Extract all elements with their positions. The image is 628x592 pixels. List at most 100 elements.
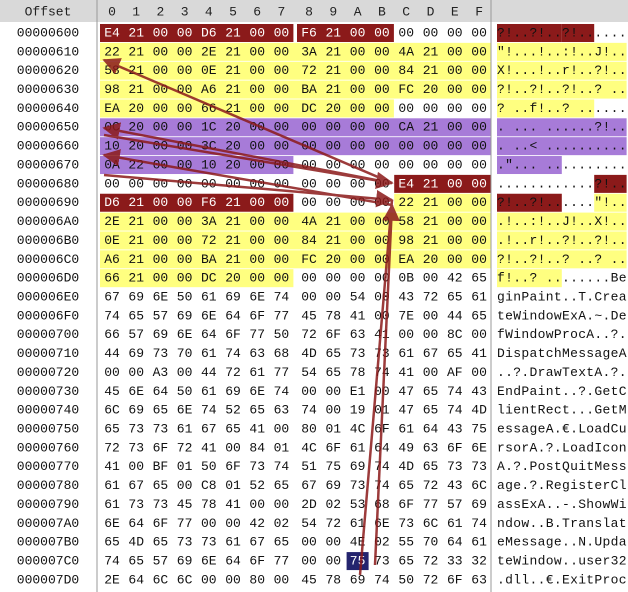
byte: 00 xyxy=(177,271,193,286)
byte: 67 xyxy=(201,421,217,436)
byte: 00 xyxy=(177,214,193,229)
byte: 65 xyxy=(398,554,414,569)
byte: 74 xyxy=(447,384,463,399)
byte: 21 xyxy=(128,25,144,40)
byte: 6E xyxy=(249,289,265,304)
byte: 69 xyxy=(128,346,144,361)
byte: 50 xyxy=(274,327,290,342)
byte: 00 xyxy=(128,176,144,191)
offset: 00000620 xyxy=(17,63,79,78)
byte: 69 xyxy=(350,572,366,587)
byte: A6 xyxy=(104,252,120,267)
ascii: .!..r!..?!..?!.. xyxy=(497,233,627,248)
byte: 20 xyxy=(325,101,341,116)
byte: 45 xyxy=(301,572,317,587)
byte: 00 xyxy=(274,572,290,587)
byte: 00 xyxy=(398,139,414,154)
byte: 61 xyxy=(177,421,193,436)
byte: 20 xyxy=(225,139,241,154)
byte: 63 xyxy=(274,403,290,418)
byte: 73 xyxy=(249,459,265,474)
byte: 21 xyxy=(325,25,341,40)
byte: 00 xyxy=(471,82,487,97)
offset: 00000600 xyxy=(17,25,79,40)
byte: 00 xyxy=(374,120,390,135)
byte: 00 xyxy=(471,233,487,248)
byte: 00 xyxy=(447,25,463,40)
byte: 65 xyxy=(325,346,341,361)
byte: 00 xyxy=(398,157,414,172)
byte: 72 xyxy=(325,516,341,531)
offset: 000006A0 xyxy=(17,214,79,229)
ascii-highlight xyxy=(497,118,627,137)
byte: 73 xyxy=(350,346,366,361)
byte: 73 xyxy=(128,421,144,436)
column-header: 3 xyxy=(181,4,189,19)
byte: 01 xyxy=(274,440,290,455)
byte: 66 xyxy=(104,271,120,286)
byte: 8C xyxy=(447,327,463,342)
byte: 52 xyxy=(249,478,265,493)
byte: 64 xyxy=(153,384,169,399)
byte: DC xyxy=(301,101,317,116)
byte: 65 xyxy=(447,346,463,361)
byte: 00 xyxy=(225,440,241,455)
byte: 00 xyxy=(423,308,439,323)
byte: 4A xyxy=(301,214,317,229)
ascii-highlight xyxy=(497,24,562,42)
byte: 00 xyxy=(471,44,487,59)
byte: 77 xyxy=(249,327,265,342)
byte: 33 xyxy=(447,554,463,569)
byte: 74 xyxy=(301,403,317,418)
byte: 00 xyxy=(374,63,390,78)
byte: 73 xyxy=(471,459,487,474)
byte: 61 xyxy=(398,421,414,436)
byte: 00 xyxy=(177,233,193,248)
byte: 00 xyxy=(423,327,439,342)
byte: 78 xyxy=(350,365,366,380)
byte: 6E xyxy=(201,308,217,323)
byte: 21 xyxy=(423,214,439,229)
ascii-highlight xyxy=(497,99,595,118)
arrow xyxy=(102,149,393,207)
byte: 00 xyxy=(153,101,169,116)
byte: 00 xyxy=(350,271,366,286)
byte: 73 xyxy=(153,346,169,361)
byte: 21 xyxy=(225,195,241,210)
offset: 00000730 xyxy=(17,384,79,399)
byte: 00 xyxy=(249,25,265,40)
byte: 4D xyxy=(301,346,317,361)
ascii: ?!..?!..?!..? .. xyxy=(497,82,627,97)
byte: 65 xyxy=(471,308,487,323)
byte: 00 xyxy=(325,139,341,154)
byte: 00 xyxy=(471,63,487,78)
byte: 00 xyxy=(104,176,120,191)
ascii-highlight xyxy=(594,174,627,193)
byte: 00 xyxy=(177,365,193,380)
byte: 6E xyxy=(104,516,120,531)
byte: 2D xyxy=(301,497,317,512)
byte: 6E xyxy=(249,384,265,399)
byte: 69 xyxy=(325,478,341,493)
byte: 69 xyxy=(177,554,193,569)
byte: 00 xyxy=(301,120,317,135)
offset: 00000660 xyxy=(17,139,79,154)
byte: 73 xyxy=(398,516,414,531)
byte: 02 xyxy=(325,497,341,512)
ascii: f!..? ........Be xyxy=(497,271,627,286)
offset: 00000690 xyxy=(17,195,79,210)
column-header: 7 xyxy=(277,4,285,19)
byte: 00 xyxy=(153,214,169,229)
byte: 53 xyxy=(350,497,366,512)
byte: 02 xyxy=(374,535,390,550)
byte: 6C xyxy=(177,572,193,587)
byte: 77 xyxy=(274,554,290,569)
byte: 02 xyxy=(274,516,290,531)
byte: 20 xyxy=(423,82,439,97)
byte: 65 xyxy=(225,421,241,436)
byte: 61 xyxy=(201,384,217,399)
byte: 00 xyxy=(153,25,169,40)
ascii: DispatchMessageA xyxy=(497,346,627,361)
byte: 00 xyxy=(249,497,265,512)
byte: 69 xyxy=(177,308,193,323)
